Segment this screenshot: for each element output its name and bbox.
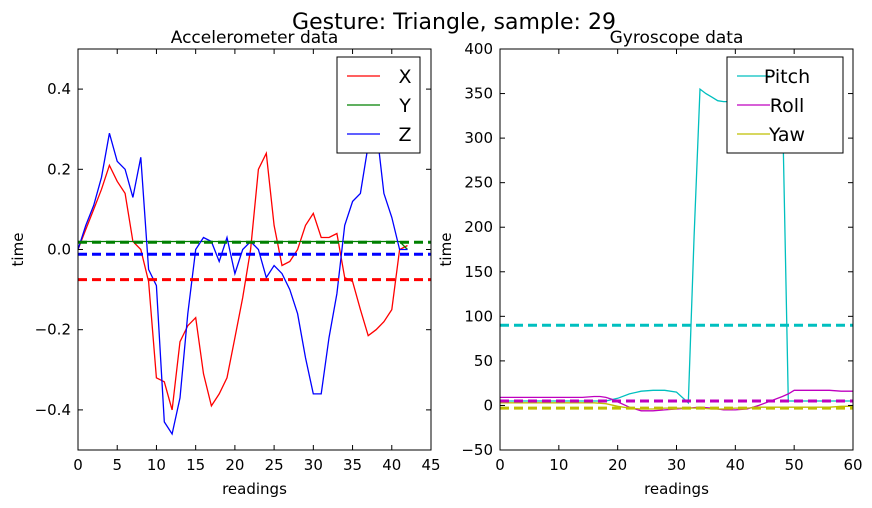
accel-xtick-label: 5 [112,456,122,474]
gyro-ytick-label: 250 [464,174,493,192]
gyro-ytick-label: 350 [464,85,493,103]
accel-xlabel: readings [222,480,287,498]
gyro-title: Gyroscope data [610,28,744,48]
accel-xtick-label: 0 [73,456,83,474]
accel-ylabel: time [9,233,27,267]
gyro-ytick-label: 400 [464,40,493,58]
gyro-xtick-label: 40 [726,456,745,474]
accel-ytick-label: 0.4 [47,80,71,98]
accel-ytick-label: −0.2 [35,321,71,339]
accel-plot-area [78,124,431,436]
gyro-ytick-label: 150 [464,263,493,281]
accel-series-z-line [78,124,408,436]
accel-xtick-label: 40 [382,456,401,474]
accel-chart: Accelerometer data 0 5 10 15 20 25 30 35 40 45 −0.4… [9,28,441,498]
gyro-xtick-label: 30 [667,456,686,474]
gyro-legend-label-pitch: Pitch [764,66,810,88]
gyro-xtick-label: 60 [843,456,862,474]
gyro-xtick-label: 0 [495,456,505,474]
gyro-legend-label-yaw: Yaw [768,124,805,146]
gyro-ytick-label: 50 [474,352,493,370]
accel-xtick-label: 15 [186,456,205,474]
gyro-ylabel: time [437,233,455,267]
gyro-ytick-label: 300 [464,129,493,147]
gyro-ytick-label: −50 [461,441,493,459]
accel-xtick-label: 35 [343,456,362,474]
accel-legend-label-y: Y [398,95,411,117]
accel-xtick-label: 45 [421,456,440,474]
accel-xtick-label: 25 [265,456,284,474]
accel-ytick-label: 0.2 [47,160,71,178]
gyro-xtick-label: 10 [549,456,568,474]
gyro-xlabel: readings [644,480,709,498]
gyro-ytick-label: 0 [483,396,493,414]
gyro-legend: Pitch Roll Yaw [726,56,844,154]
accel-title: Accelerometer data [171,28,339,48]
gyro-legend-label-roll: Roll [770,95,805,117]
accel-legend-label-x: X [398,66,411,88]
figure-suptitle: Gesture: Triangle, sample: 29 [292,10,616,35]
accel-legend-label-z: Z [398,124,411,146]
accel-xtick-label: 20 [225,456,244,474]
gyro-ytick-label: 200 [464,218,493,236]
accel-ytick-label: −0.4 [35,401,71,419]
accel-ytick-label: 0.0 [47,241,71,259]
gyro-xtick-label: 50 [785,456,804,474]
accel-xtick-label: 10 [147,456,166,474]
accel-series-x-line [78,151,408,411]
gyro-ytick-label: 100 [464,307,493,325]
gyro-plot-area [500,87,853,412]
accel-legend: XYZ [336,56,421,154]
gyro-xtick-label: 20 [608,456,627,474]
accel-xtick-label: 30 [304,456,323,474]
